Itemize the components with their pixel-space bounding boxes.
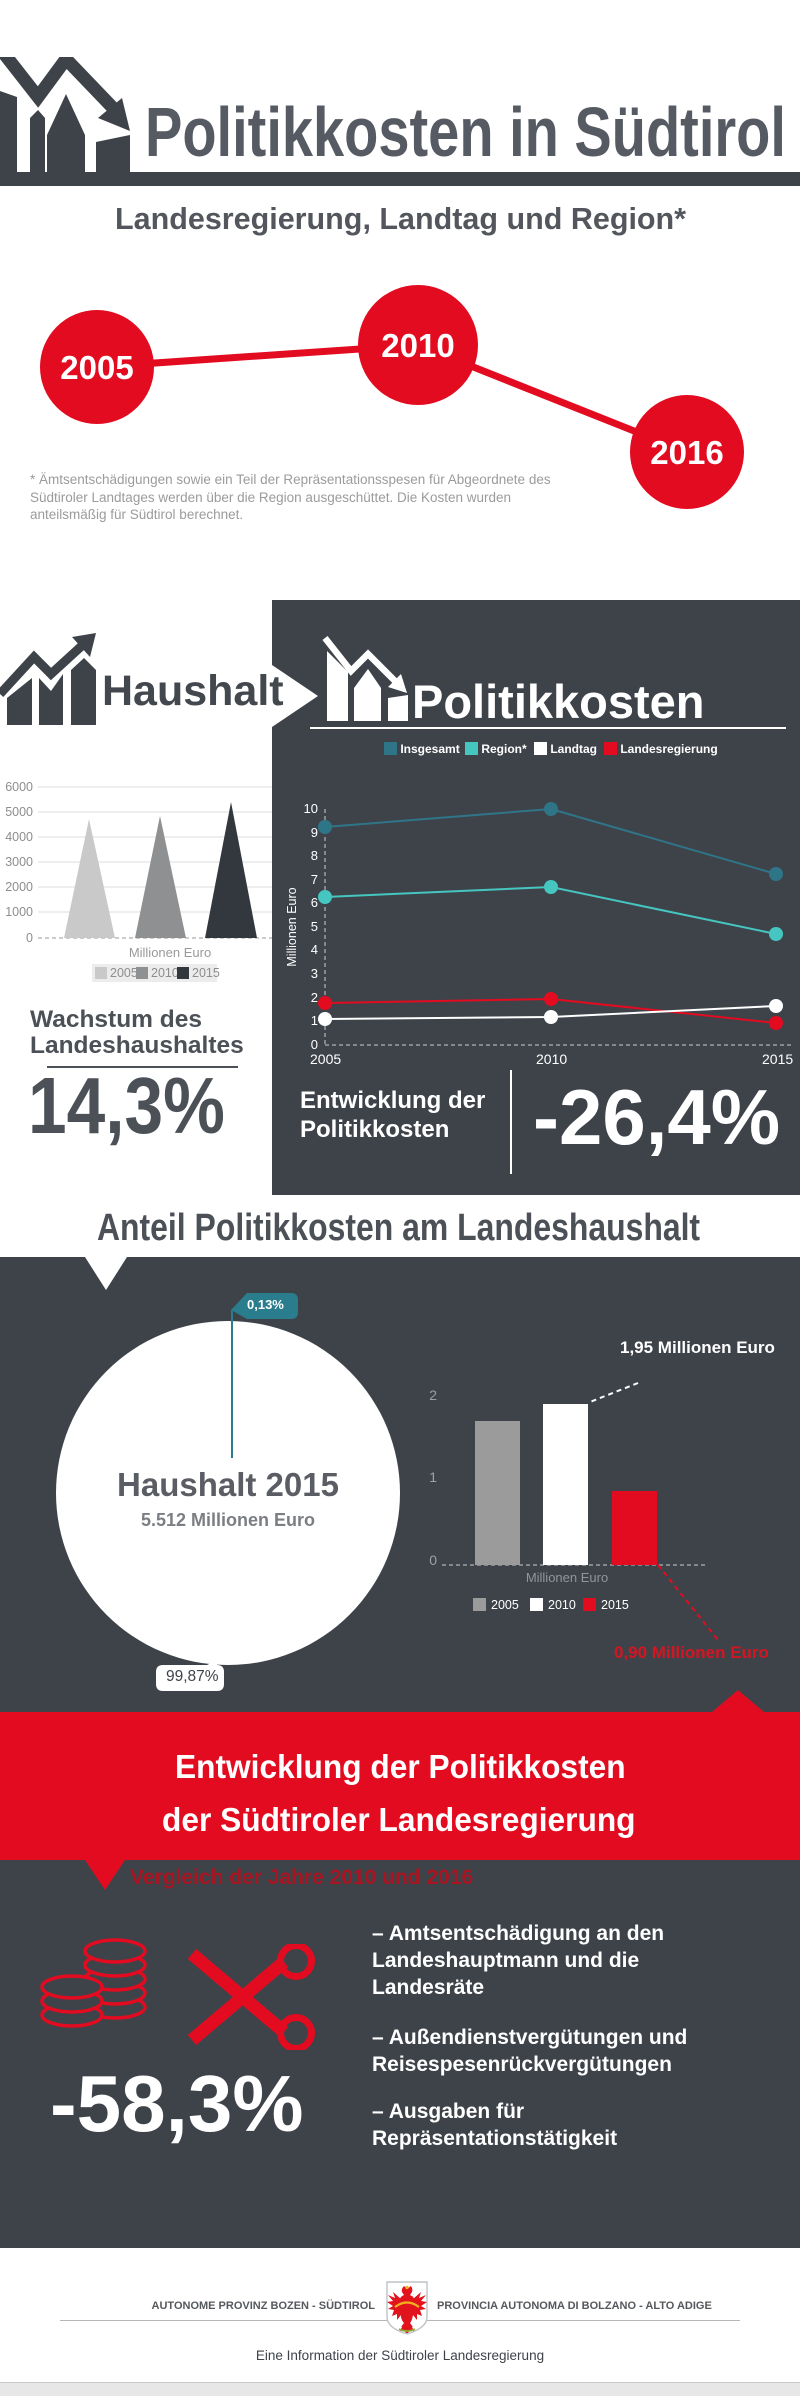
svg-text:2000: 2000 <box>5 880 33 894</box>
svg-text:1000: 1000 <box>5 905 33 919</box>
svg-text:2005: 2005 <box>60 349 133 386</box>
svg-text:5: 5 <box>311 919 318 934</box>
svg-text:6: 6 <box>311 895 318 910</box>
svg-text:2010: 2010 <box>548 1598 576 1612</box>
svg-text:3: 3 <box>311 966 318 981</box>
svg-text:1: 1 <box>429 1469 437 1485</box>
svg-text:1: 1 <box>311 1013 318 1028</box>
svg-text:2010: 2010 <box>381 327 454 364</box>
svg-text:Millionen Euro: Millionen Euro <box>285 887 299 966</box>
svg-text:2005: 2005 <box>310 1051 341 1067</box>
svg-text:2015: 2015 <box>601 1598 629 1612</box>
svg-text:2005: 2005 <box>491 1598 519 1612</box>
svg-text:2010: 2010 <box>151 966 179 980</box>
svg-text:2010: 2010 <box>536 1051 567 1067</box>
svg-text:2005: 2005 <box>110 966 138 980</box>
svg-text:4: 4 <box>311 942 318 957</box>
svg-text:10: 10 <box>304 801 318 816</box>
svg-text:2015: 2015 <box>762 1051 793 1067</box>
svg-text:3000: 3000 <box>5 855 33 869</box>
svg-text:2: 2 <box>429 1387 437 1403</box>
svg-text:6000: 6000 <box>5 780 33 794</box>
svg-text:8: 8 <box>311 848 318 863</box>
svg-text:0: 0 <box>429 1552 437 1568</box>
svg-text:Millionen Euro: Millionen Euro <box>526 1570 608 1585</box>
svg-text:0: 0 <box>26 931 33 945</box>
svg-text:2016: 2016 <box>650 434 723 471</box>
svg-text:Millionen Euro: Millionen Euro <box>129 945 211 960</box>
svg-text:9: 9 <box>311 825 318 840</box>
svg-text:0: 0 <box>311 1037 318 1052</box>
svg-text:4000: 4000 <box>5 830 33 844</box>
svg-text:2015: 2015 <box>192 966 220 980</box>
svg-text:7: 7 <box>311 872 318 887</box>
svg-text:5000: 5000 <box>5 805 33 819</box>
svg-text:2: 2 <box>311 990 318 1005</box>
